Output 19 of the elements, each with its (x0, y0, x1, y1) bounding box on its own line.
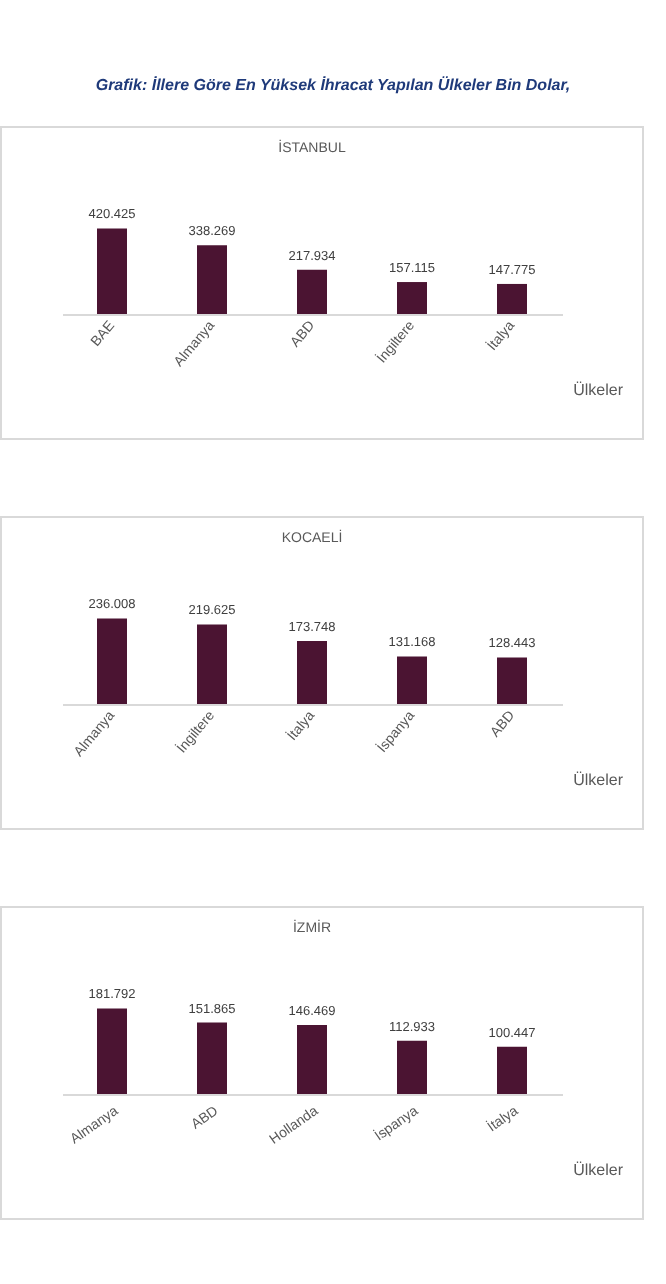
x-axis-title: Ülkeler (573, 381, 624, 399)
bar (497, 283, 527, 314)
text: Grafik: İllere Göre En Yüksek İhracat Yapılan Ülkeler Bin Dolar, (93, 76, 573, 94)
x-axis-title: Ülkeler (573, 771, 624, 789)
bar (97, 228, 127, 314)
bar (397, 282, 427, 314)
bar (497, 657, 527, 704)
bar (97, 618, 127, 704)
x-axis-title: Ülkeler (573, 1161, 624, 1179)
bar (197, 1022, 227, 1094)
bar (197, 624, 227, 704)
bar (497, 1046, 527, 1094)
bar (397, 656, 427, 704)
bar (197, 245, 227, 314)
bar (297, 269, 327, 314)
bar (297, 641, 327, 704)
bar (397, 1040, 427, 1094)
bar (97, 1008, 127, 1094)
bar (297, 1025, 327, 1094)
